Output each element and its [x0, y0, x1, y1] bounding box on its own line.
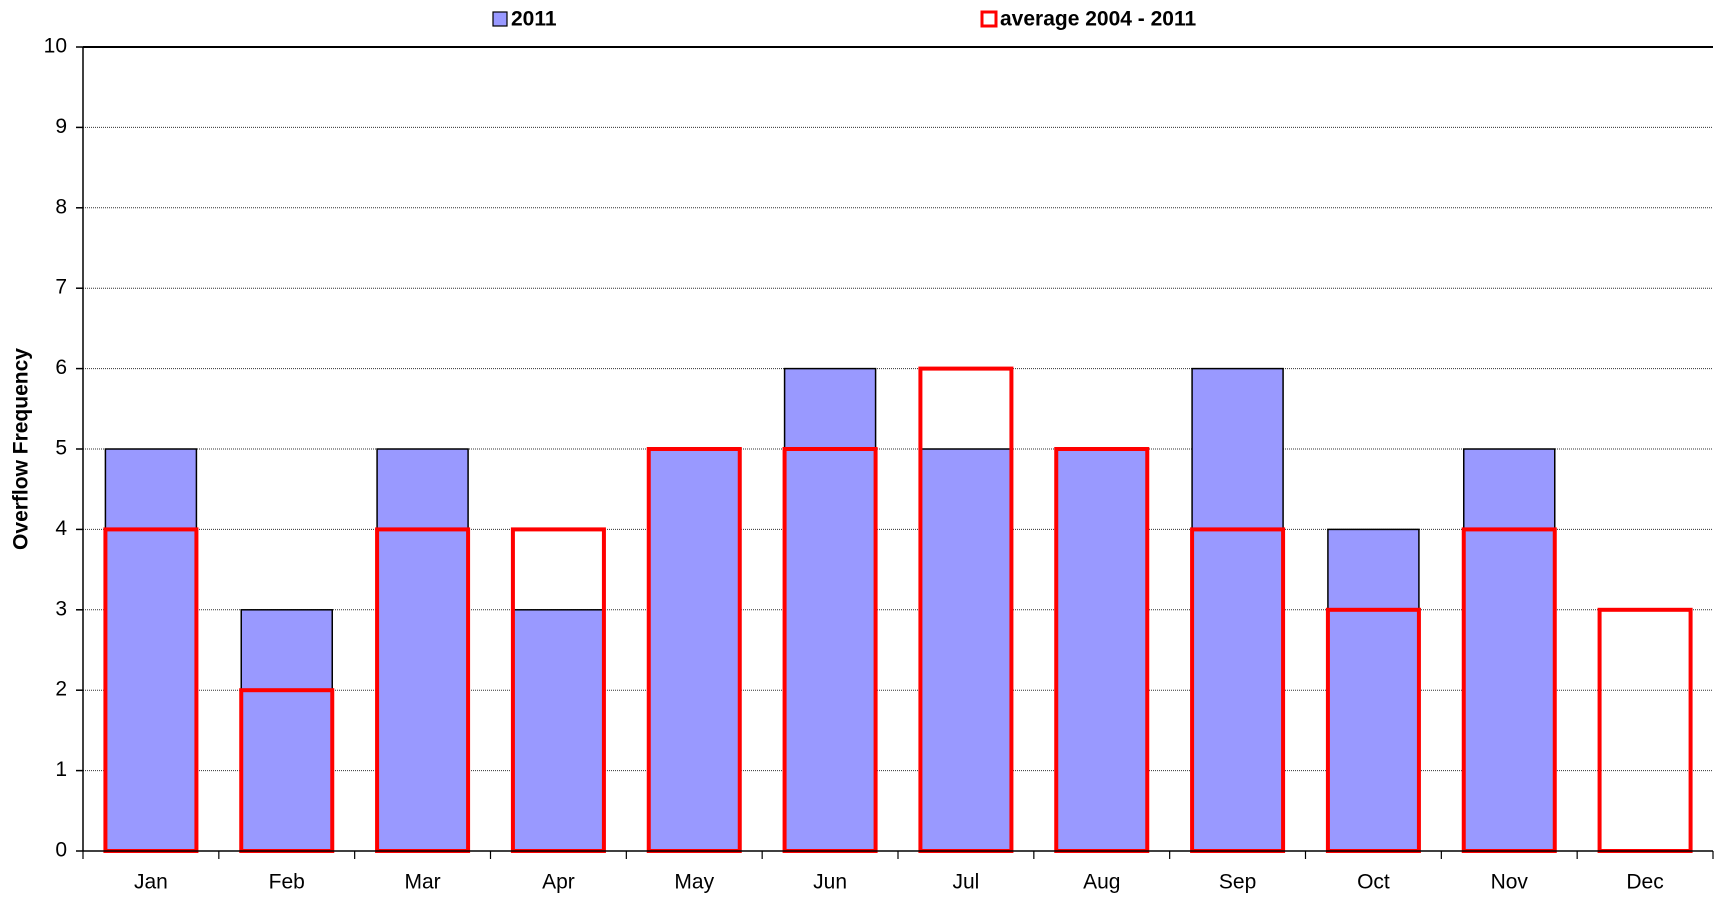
x-tick-label: Jul: [952, 871, 979, 894]
y-tick-label: 0: [55, 839, 67, 862]
bar: [1462, 448, 1556, 852]
x-tick-label: Nov: [1491, 871, 1529, 894]
x-tick-label: Oct: [1357, 871, 1390, 894]
bar: [104, 448, 198, 852]
y-axis-title: Overflow Frequency: [10, 348, 33, 550]
y-tick-label: 7: [55, 276, 67, 299]
x-tick-label: Sep: [1219, 871, 1256, 894]
x-tick-label: Dec: [1626, 871, 1663, 894]
x-tick-label: Jun: [813, 871, 847, 894]
y-tick-label: 8: [55, 195, 67, 218]
legend-label: 2011: [511, 8, 557, 31]
bar: [240, 609, 334, 852]
y-tick-label: 4: [55, 517, 67, 540]
y-tick-label: 6: [55, 356, 67, 379]
bar: [919, 448, 1013, 852]
legend-swatch: [980, 10, 998, 28]
x-tick-label: Aug: [1083, 871, 1120, 894]
x-tick-label: Jan: [134, 871, 168, 894]
legend-label: average 2004 - 2011: [1000, 8, 1196, 31]
x-tick-label: May: [674, 871, 714, 894]
bar: [647, 448, 741, 852]
bar: [1597, 607, 1693, 853]
bar: [512, 609, 605, 852]
bar: [1191, 367, 1284, 852]
bar: [1327, 528, 1420, 852]
y-tick-label: 10: [44, 35, 67, 58]
x-tick-label: Feb: [269, 871, 305, 894]
x-tick-label: Mar: [404, 871, 440, 894]
y-tick-label: 2: [55, 678, 67, 701]
y-tick-label: 1: [55, 758, 67, 781]
bar: [783, 367, 877, 852]
y-tick-label: 3: [55, 597, 67, 620]
bar: [1055, 448, 1149, 852]
y-tick-label: 5: [55, 437, 67, 460]
bar: [376, 448, 469, 852]
x-tick-label: Apr: [542, 871, 575, 894]
y-tick-label: 9: [55, 115, 67, 138]
legend-swatch: [492, 11, 508, 27]
